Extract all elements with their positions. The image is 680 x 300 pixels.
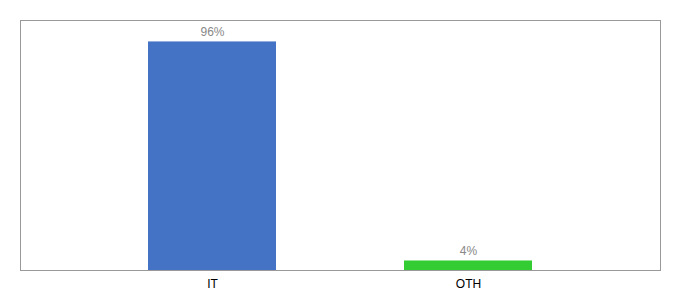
svg-text:96%: 96%: [200, 25, 224, 39]
svg-text:4%: 4%: [460, 244, 478, 258]
svg-text:IT: IT: [207, 277, 218, 291]
svg-text:OTH: OTH: [456, 277, 481, 291]
